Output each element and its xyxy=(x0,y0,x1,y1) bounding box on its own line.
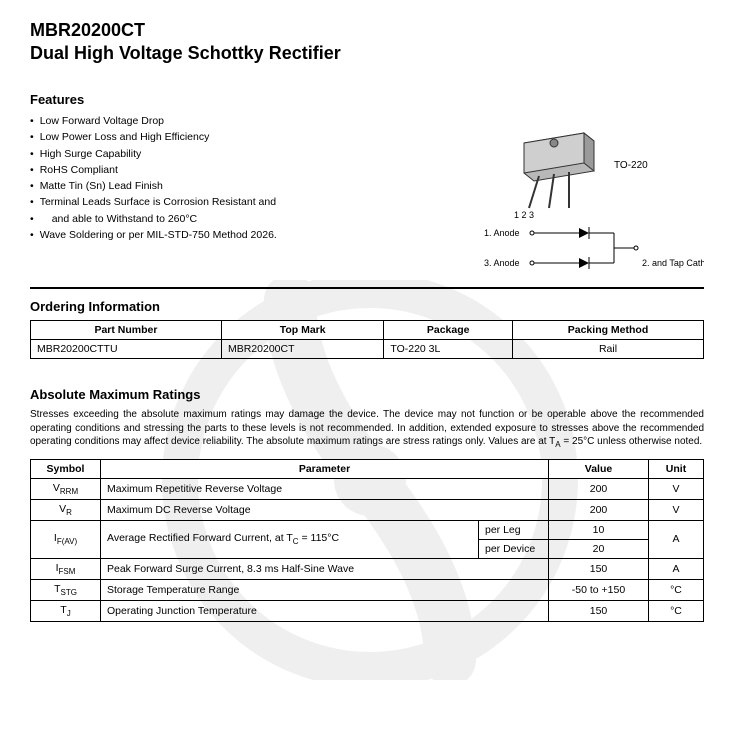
feature-item: Wave Soldering or per MIL-STD-750 Method… xyxy=(30,227,464,243)
ratings-col-param: Parameter xyxy=(101,459,549,478)
part-number: MBR20200CT xyxy=(30,20,704,41)
feature-item: RoHS Compliant xyxy=(30,162,464,178)
ordering-cell: TO-220 3L xyxy=(384,340,513,359)
ordering-cell: MBR20200CT xyxy=(221,340,383,359)
feature-item: Low Power Loss and High Efficiency xyxy=(30,129,464,145)
page-title: Dual High Voltage Schottky Rectifier xyxy=(30,43,704,64)
package-label: TO-220 xyxy=(614,160,648,171)
ratings-heading: Absolute Maximum Ratings xyxy=(30,387,704,402)
pin3-label: 3. Anode xyxy=(484,258,520,268)
feature-item: High Surge Capability xyxy=(30,146,464,162)
ratings-col-symbol: Symbol xyxy=(31,459,101,478)
table-row: IFSM Peak Forward Surge Current, 8.3 ms … xyxy=(31,558,704,579)
table-row: TJ Operating Junction Temperature 150 °C xyxy=(31,601,704,622)
ordering-cell: MBR20200CTTU xyxy=(31,340,222,359)
ratings-table: Symbol Parameter Value Unit VRRM Maximum… xyxy=(30,459,704,622)
features-heading: Features xyxy=(30,92,704,107)
pin2-label: 2. and Tap Cathode xyxy=(642,258,704,268)
features-list: Low Forward Voltage Drop Low Power Loss … xyxy=(30,113,464,243)
table-row: IF(AV) Average Rectified Forward Current… xyxy=(31,520,704,539)
feature-item: Low Forward Voltage Drop xyxy=(30,113,464,129)
ordering-col: Package xyxy=(384,321,513,340)
ordering-heading: Ordering Information xyxy=(30,299,704,314)
table-row: TSTG Storage Temperature Range -50 to +1… xyxy=(31,580,704,601)
ratings-col-value: Value xyxy=(549,459,649,478)
ordering-table: Part Number Top Mark Package Packing Met… xyxy=(30,320,704,359)
table-row: VR Maximum DC Reverse Voltage 200 V xyxy=(31,499,704,520)
table-row: VRRM Maximum Repetitive Reverse Voltage … xyxy=(31,478,704,499)
feature-item: Matte Tin (Sn) Lead Finish xyxy=(30,178,464,194)
pin1-label: 1. Anode xyxy=(484,228,520,238)
ratings-note: Stresses exceeding the absolute maximum … xyxy=(30,408,704,451)
package-svg: TO-220 1 2 3 1. Anode 3. Anode 2. an xyxy=(464,113,704,283)
ordering-col: Packing Method xyxy=(513,321,704,340)
ordering-cell: Rail xyxy=(513,340,704,359)
feature-item-cont: and able to Withstand to 260°C xyxy=(30,211,464,227)
ordering-col: Part Number xyxy=(31,321,222,340)
section-rule xyxy=(30,287,704,289)
feature-item: Terminal Leads Surface is Corrosion Resi… xyxy=(30,194,464,210)
ordering-col: Top Mark xyxy=(221,321,383,340)
package-diagram: TO-220 1 2 3 1. Anode 3. Anode 2. an xyxy=(464,113,704,283)
ratings-col-unit: Unit xyxy=(649,459,704,478)
pin-numbers: 1 2 3 xyxy=(514,210,534,220)
